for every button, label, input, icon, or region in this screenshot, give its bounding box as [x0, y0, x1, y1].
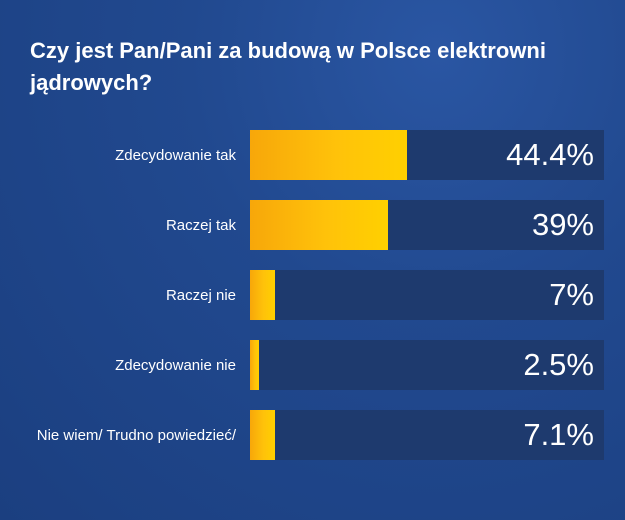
- value-label: 44.4%: [506, 137, 594, 172]
- bar-row: Zdecydowanie nie 2.5%: [0, 340, 625, 390]
- bar-track: 44.4%: [250, 130, 604, 180]
- bar: [250, 410, 275, 460]
- category-label: Nie wiem/ Trudno powiedzieć/: [36, 426, 236, 444]
- value-label: 7%: [549, 277, 594, 312]
- bar-row: Raczej tak 39%: [0, 200, 625, 250]
- category-label: Raczej tak: [165, 216, 236, 234]
- bar-track: 39%: [250, 200, 604, 250]
- bar-row: Nie wiem/ Trudno powiedzieć/7.1%: [0, 410, 625, 460]
- bar-row: Zdecydowanie tak 44.4%: [0, 130, 625, 180]
- bar-track: 7.1%: [250, 410, 604, 460]
- bar: [250, 130, 407, 180]
- value-label: 7.1%: [523, 417, 594, 452]
- category-label: Zdecydowanie tak: [115, 146, 236, 164]
- bar-row: Raczej nie 7%: [0, 270, 625, 320]
- bar: [250, 200, 388, 250]
- category-label: Zdecydowanie nie: [115, 356, 236, 374]
- bar: [250, 340, 259, 390]
- value-label: 39%: [531, 207, 594, 242]
- bar-track: 7%: [250, 270, 604, 320]
- chart-title: Czy jest Pan/Pani za budową w Polsce ele…: [30, 38, 546, 95]
- bar: [250, 270, 275, 320]
- category-label: Raczej nie: [165, 286, 236, 304]
- bar-track: 2.5%: [250, 340, 604, 390]
- value-label: 2.5%: [523, 347, 594, 382]
